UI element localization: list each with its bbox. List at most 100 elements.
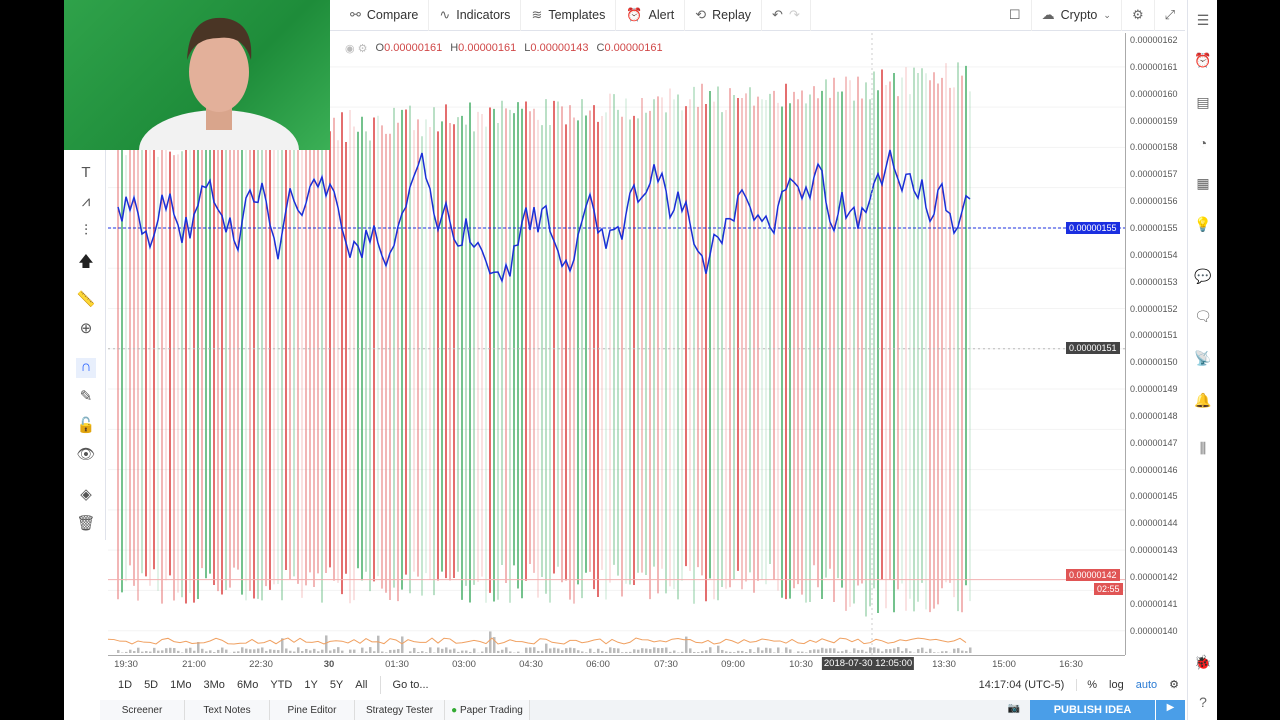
ohlc-legend: ◉ ⚙ O0.00000161 H0.00000161 L0.00000143 … — [345, 42, 663, 55]
range-1d[interactable]: 1D — [118, 678, 133, 691]
prediction-tool-icon[interactable]: ⫶ — [84, 222, 88, 239]
streams-icon[interactable]: 📡 — [1194, 350, 1212, 366]
arrow-up-icon[interactable]: 🡅 — [78, 253, 94, 270]
magnet-icon[interactable]: ∩ — [76, 358, 96, 378]
price-tick: 0.00000145 — [1130, 491, 1178, 502]
order-panel-icon[interactable]: ⫼ — [1199, 440, 1207, 456]
chart-settings-icon[interactable]: ⚙ — [1169, 679, 1179, 691]
volume-bar — [909, 651, 912, 653]
camera-icon[interactable]: 📷 — [1007, 703, 1020, 714]
time-tick: 13:30 — [932, 659, 956, 670]
redo-icon[interactable]: ↷ — [788, 7, 800, 22]
compare-button[interactable]: ⚯ Compare — [330, 0, 430, 31]
tab-paper-trading[interactable]: ● Paper Trading — [445, 700, 530, 720]
volume-bar — [377, 635, 380, 653]
volume-bar — [337, 647, 340, 653]
range-1mo[interactable]: 1Mo — [170, 678, 192, 691]
settings-button[interactable]: ⚙ — [1122, 0, 1155, 31]
layout-button[interactable]: ☐ — [999, 0, 1032, 31]
pencil-lock-icon[interactable]: ✎ — [79, 388, 93, 405]
volume-bar — [653, 647, 656, 653]
last-badge: 0.00000142 — [1066, 569, 1120, 581]
volume-bar — [577, 650, 580, 653]
private-chat-icon[interactable]: 🗨 — [1194, 308, 1212, 324]
tab-screener[interactable]: Screener — [100, 700, 185, 720]
volume-bar — [897, 647, 900, 653]
ruler-icon[interactable]: 📏 — [76, 291, 96, 308]
price-tick: 0.00000155 — [1130, 222, 1178, 233]
volume-bar — [693, 651, 696, 653]
tab-pine-editor[interactable]: Pine Editor — [270, 700, 355, 720]
auto-toggle[interactable]: auto — [1135, 678, 1158, 691]
notifications-icon[interactable]: 🔔 — [1194, 392, 1212, 408]
volume-bar — [749, 649, 752, 653]
pattern-tool-icon[interactable]: ⩘ — [81, 193, 91, 210]
text-tool-icon[interactable]: T — [81, 164, 91, 181]
log-toggle[interactable]: log — [1109, 678, 1124, 691]
volume-bar — [361, 647, 364, 653]
data-window-icon[interactable]: ▤ — [1196, 94, 1210, 110]
eye-icon[interactable]: 👁 — [76, 446, 96, 463]
volume-bar — [773, 652, 776, 653]
time-tick: 2018-07-30 12:05:00 — [821, 657, 915, 670]
alarm-clock-icon[interactable]: ⏰ — [1194, 52, 1212, 68]
volume-bar — [333, 649, 336, 653]
percent-toggle[interactable]: % — [1076, 678, 1103, 691]
range-ytd[interactable]: YTD — [270, 678, 293, 691]
volume-bar — [561, 650, 564, 653]
volume-bar — [321, 649, 324, 653]
ideas-icon[interactable]: 💡 — [1194, 216, 1212, 232]
publish-idea-button[interactable]: PUBLISH IDEA — [1030, 700, 1155, 720]
hotlist-icon[interactable]: ◔ — [1198, 135, 1208, 151]
square-icon: ☐ — [1008, 7, 1021, 22]
volume-bar — [717, 645, 720, 653]
tab-strategy-tester[interactable]: Strategy Tester — [355, 700, 445, 720]
range-all[interactable]: All — [355, 678, 368, 691]
tab-text-notes[interactable]: Text Notes — [185, 700, 270, 720]
legend-eye-icon[interactable]: ◉ ⚙ — [345, 43, 368, 55]
bug-icon[interactable]: 🐞 — [1194, 654, 1212, 670]
time-tick: 03:00 — [452, 659, 476, 670]
volume-bar — [805, 652, 808, 653]
volume-bar — [789, 649, 792, 653]
fullscreen-button[interactable]: ⤢ — [1155, 0, 1185, 31]
range-6mo[interactable]: 6Mo — [236, 678, 259, 691]
calendar-icon[interactable]: ▦ — [1196, 175, 1210, 191]
volume-bar — [765, 647, 768, 653]
goto-button[interactable]: Go to... — [392, 678, 429, 691]
play-icon[interactable]: ▶ — [1155, 700, 1185, 720]
volume-bar — [169, 647, 172, 653]
volume-bar — [661, 648, 664, 653]
price-tick: 0.00000147 — [1130, 437, 1178, 448]
templates-button[interactable]: ≋ Templates — [521, 0, 617, 31]
volume-bar — [261, 647, 264, 653]
help-icon[interactable]: ? — [1199, 694, 1207, 710]
chat-icon[interactable]: 💬 — [1194, 268, 1212, 284]
volume-bar — [621, 652, 624, 653]
alert-button[interactable]: ⏰ Alert — [616, 0, 686, 31]
undo-button[interactable]: ↶ ↷ — [762, 0, 811, 31]
range-1y[interactable]: 1Y — [304, 678, 318, 691]
indicators-button[interactable]: ∿ Indicators — [429, 0, 522, 31]
alert-label: Alert — [648, 8, 675, 22]
trash-icon[interactable]: 🗑 — [76, 515, 96, 532]
range-3mo[interactable]: 3Mo — [203, 678, 225, 691]
volume-bar — [669, 651, 672, 653]
time-axis[interactable]: 19:30 21:00 22:30 30 01:30 03:00 04:30 06:00 07:… — [108, 655, 1125, 672]
price-axis[interactable]: 0.00000162 0.00000161 0.00000160 0.00000159… — [1066, 33, 1185, 655]
volume-bar — [809, 650, 812, 653]
price-chart[interactable] — [108, 33, 1125, 655]
layers-icon[interactable]: ◈ — [80, 486, 92, 503]
price-tick: 0.00000148 — [1130, 410, 1178, 421]
lock-icon[interactable]: 🔓 — [76, 417, 96, 434]
volume-bar — [465, 650, 468, 653]
indicators-icon: ∿ — [439, 7, 451, 22]
crypto-layout-button[interactable]: ☁ Crypto ⌄ — [1032, 0, 1122, 31]
zoom-in-icon[interactable]: ⊕ — [79, 320, 93, 337]
watchlist-icon[interactable]: ☰ — [1196, 12, 1210, 28]
range-5y[interactable]: 5Y — [329, 678, 344, 691]
volume-bar — [705, 650, 708, 653]
volume-bar — [629, 651, 632, 653]
range-5d[interactable]: 5D — [144, 678, 159, 691]
replay-button[interactable]: ⟲ Replay — [685, 0, 763, 31]
